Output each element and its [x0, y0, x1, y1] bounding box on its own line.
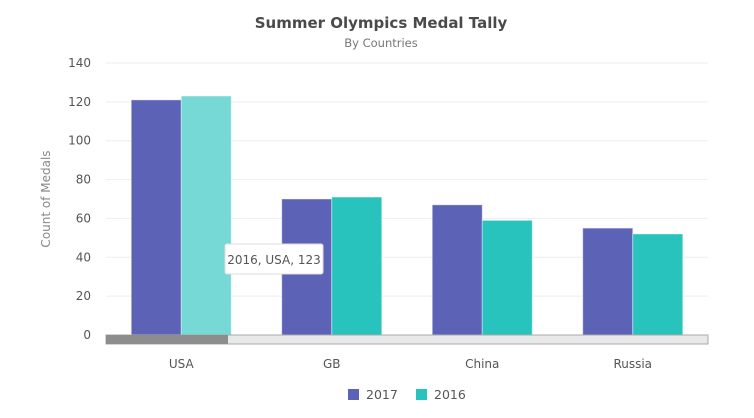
scrollbar-thumb[interactable]	[106, 335, 228, 344]
y-tick-label: 40	[76, 250, 91, 264]
y-tick-label: 140	[68, 56, 91, 70]
bar-2017-China[interactable]	[431, 204, 483, 336]
y-tick-label: 80	[76, 173, 91, 187]
tooltip: 2016, USA, 123	[224, 243, 324, 275]
y-tick-label: 60	[76, 211, 91, 225]
legend-label: 2017	[366, 387, 398, 402]
chart-subtitle: By Countries	[344, 36, 418, 50]
bar-2016-GB[interactable]	[331, 196, 383, 336]
legend-label: 2016	[434, 387, 466, 402]
bar-2016-USA[interactable]	[180, 95, 232, 336]
legend-item-2017[interactable]: 2017	[348, 387, 398, 402]
y-tick-label: 120	[68, 95, 91, 109]
y-tick-label: 100	[68, 134, 91, 148]
chart-title: Summer Olympics Medal Tally	[255, 14, 508, 32]
tooltip-text: 2016, USA, 123	[227, 253, 321, 267]
bar-2016-Russia[interactable]	[632, 233, 684, 336]
x-tick-label: China	[465, 357, 499, 371]
bar-2017-Russia[interactable]	[582, 227, 634, 336]
y-axis-label: Count of Medals	[39, 150, 53, 247]
y-tick-label: 20	[76, 289, 91, 303]
legend-swatch	[348, 389, 359, 400]
legend-swatch	[416, 389, 427, 400]
x-tick-label: GB	[323, 357, 341, 371]
x-tick-label: USA	[169, 357, 195, 371]
bar-2016-China[interactable]	[481, 219, 533, 336]
bar-2017-USA[interactable]	[130, 99, 182, 336]
x-tick-label: Russia	[613, 357, 652, 371]
legend-item-2016[interactable]: 2016	[416, 387, 466, 402]
y-tick-label: 0	[83, 328, 91, 342]
